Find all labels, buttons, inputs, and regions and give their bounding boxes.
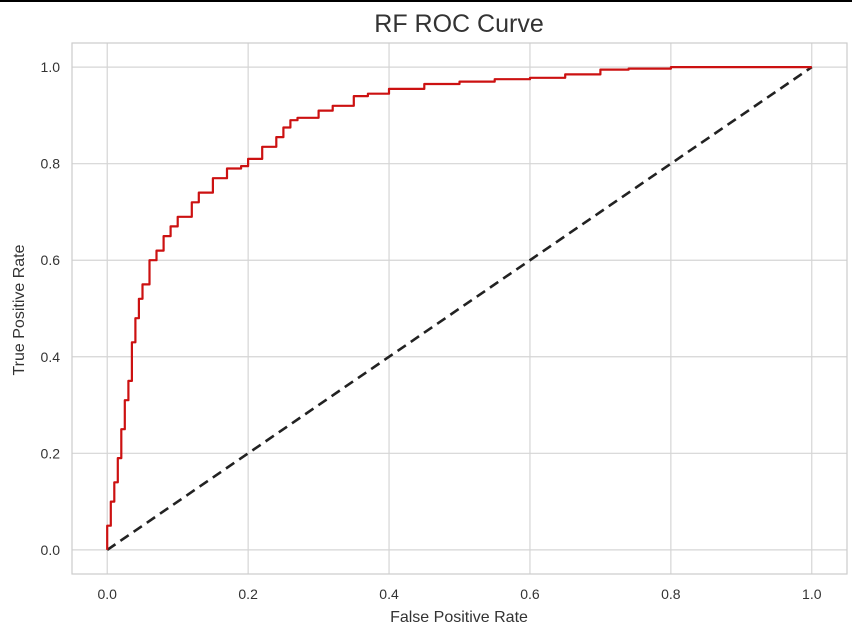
x-tick-label: 0.0 [97, 586, 117, 602]
series-layer [106, 66, 813, 551]
y-tick-label: 0.4 [41, 349, 61, 365]
grid [72, 43, 847, 574]
x-tick-label: 0.4 [379, 586, 399, 602]
y-tick-label: 0.0 [41, 542, 61, 558]
x-tick-label: 0.6 [520, 586, 540, 602]
x-tick-label: 1.0 [802, 586, 822, 602]
tick-labels: 0.0 0.2 0.4 0.6 0.8 1.0 0.0 0.2 0.4 0.6 0.8 1.0 [41, 59, 822, 602]
top-border [0, 0, 852, 2]
roc-curve-line [106, 66, 812, 550]
chart-title: RF ROC Curve [374, 10, 543, 38]
x-tick-label: 0.2 [238, 586, 258, 602]
x-axis-title: False Positive Rate [390, 609, 528, 626]
y-tick-label: 0.6 [41, 252, 61, 268]
y-tick-label: 0.2 [41, 445, 61, 461]
x-tick-label: 0.8 [661, 586, 681, 602]
chance-line [106, 66, 813, 551]
y-tick-label: 0.8 [41, 156, 61, 172]
y-axis-title: True Positive Rate [11, 244, 28, 375]
y-tick-label: 1.0 [41, 59, 61, 75]
plot-frame [71, 42, 848, 575]
